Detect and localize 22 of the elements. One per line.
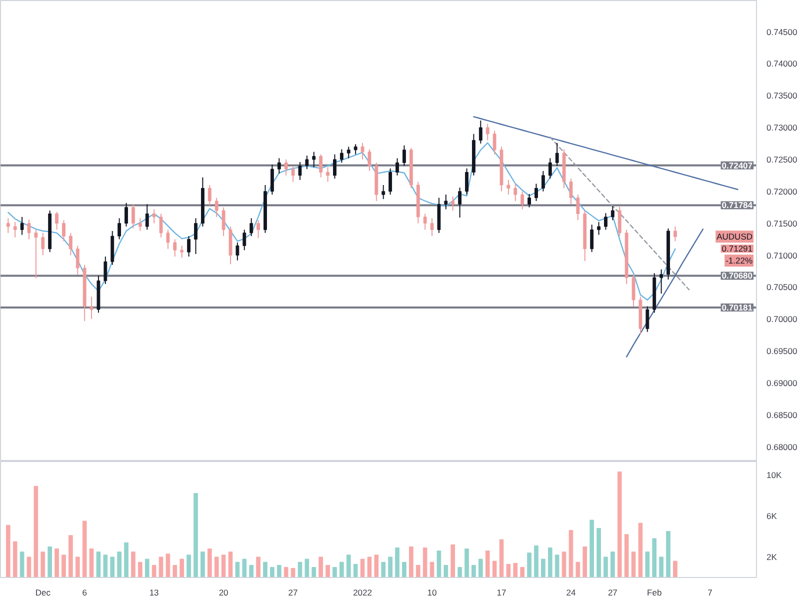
candlestick	[62, 220, 66, 242]
bar	[54, 548, 59, 578]
candlestick	[76, 245, 80, 275]
candlestick	[13, 222, 17, 238]
bar	[12, 541, 18, 578]
candlestick	[41, 232, 45, 256]
candlestick	[68, 232, 72, 256]
bar	[26, 556, 32, 578]
candlestick	[27, 219, 31, 240]
bar	[6, 524, 10, 578]
candlestick	[20, 216, 24, 236]
bar	[40, 552, 46, 578]
x-tick-label: Dec	[35, 588, 52, 598]
bar	[62, 554, 66, 578]
bar	[48, 546, 52, 578]
bar	[20, 552, 24, 578]
candlestick	[6, 218, 10, 234]
bar	[68, 535, 73, 578]
candlestick	[55, 211, 58, 230]
bar	[75, 556, 80, 578]
bar	[34, 486, 38, 578]
candlestick	[34, 229, 38, 279]
